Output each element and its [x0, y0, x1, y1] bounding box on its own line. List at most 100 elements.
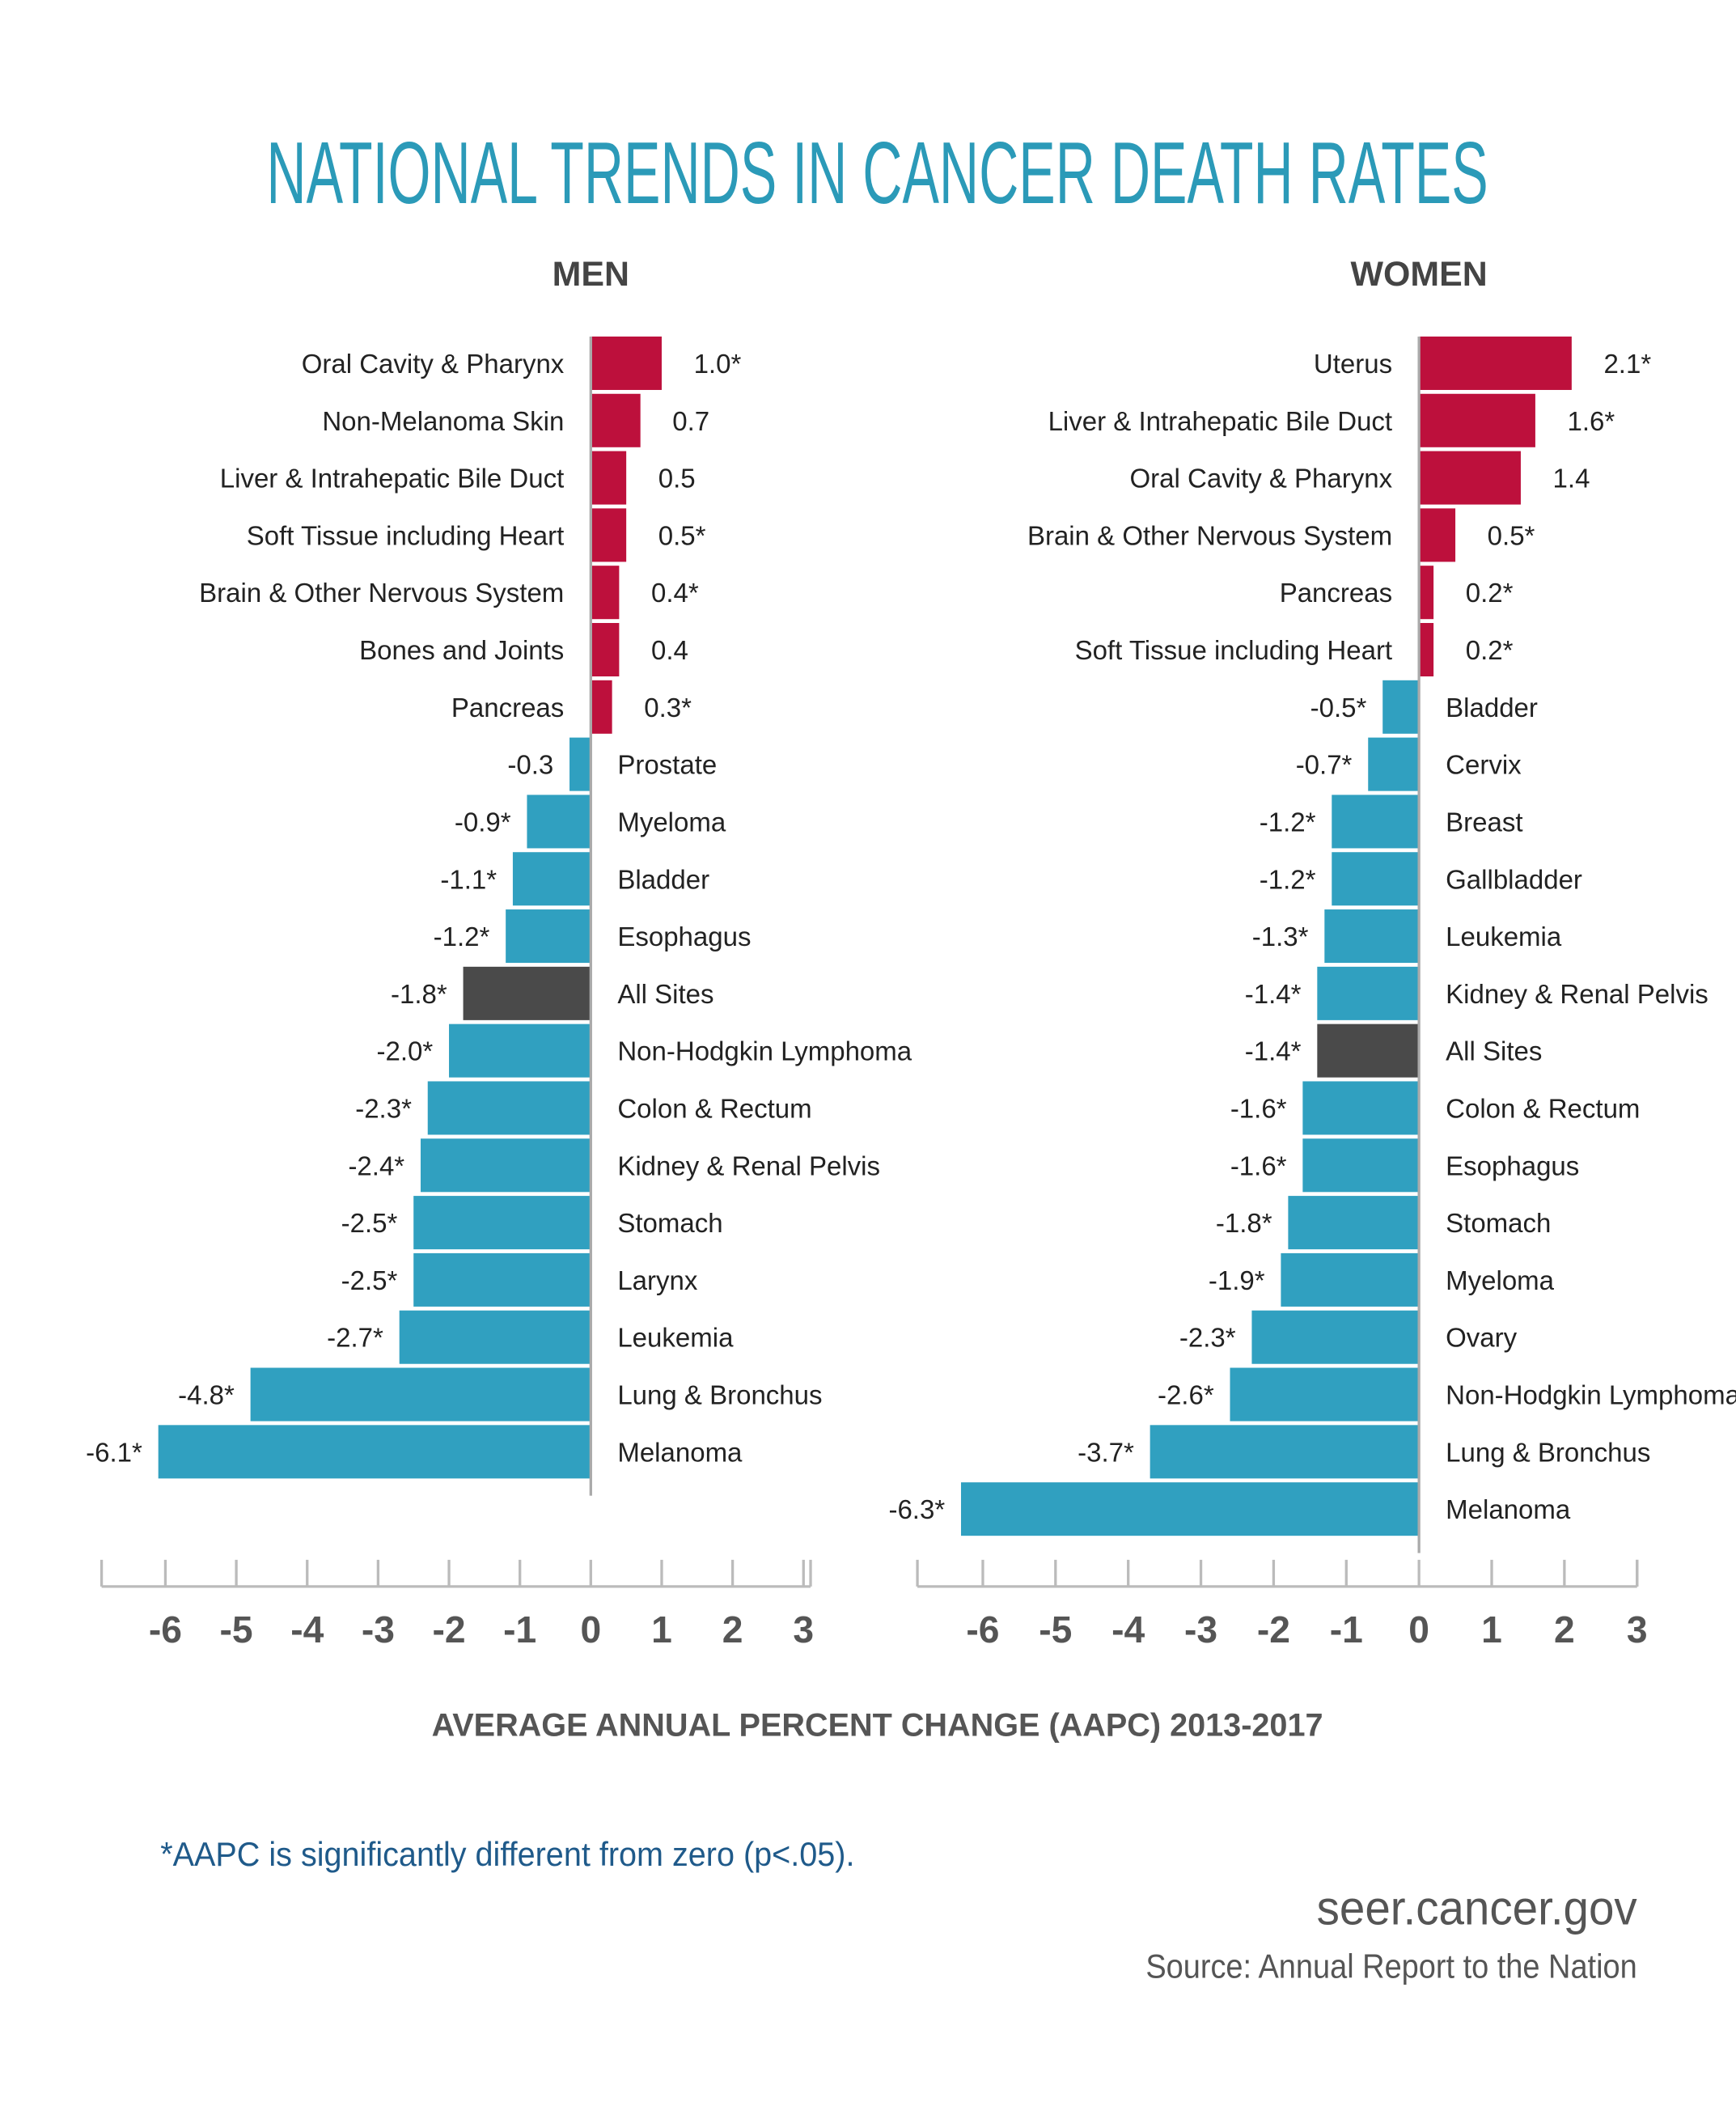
category-label: Colon & Rectum	[1446, 1093, 1640, 1123]
x-tick-label: -1	[503, 1608, 536, 1651]
bar	[413, 1196, 591, 1250]
value-label: -1.1*	[440, 864, 497, 894]
value-label: -6.1*	[86, 1437, 142, 1467]
value-label: 0.4	[651, 635, 688, 665]
bar	[250, 1367, 591, 1422]
category-label: Bladder	[617, 864, 709, 894]
x-tick-label: 1	[1481, 1608, 1502, 1651]
category-label: Myeloma	[1446, 1265, 1555, 1295]
category-label: Leukemia	[1446, 922, 1562, 951]
bar	[591, 451, 627, 505]
x-tick-label: 3	[1627, 1608, 1648, 1651]
bar	[1302, 1138, 1420, 1193]
x-tick-label: -3	[1184, 1608, 1217, 1651]
bar	[591, 336, 662, 390]
category-label: Leukemia	[617, 1323, 734, 1353]
bar	[512, 852, 591, 906]
value-label: -1.2*	[1260, 864, 1316, 894]
x-tick-label: 2	[722, 1608, 743, 1651]
x-tick-label: 0	[1408, 1608, 1429, 1651]
category-label: Gallbladder	[1446, 864, 1582, 894]
x-tick-label: -4	[290, 1608, 324, 1651]
category-label: Kidney & Renal Pelvis	[617, 1151, 880, 1180]
x-tick-label: -5	[220, 1608, 253, 1651]
main-title: NATIONAL TRENDS IN CANCER DEATH RATES	[266, 124, 1488, 222]
x-tick-label: -2	[432, 1608, 465, 1651]
panel-title: MEN	[553, 255, 629, 294]
value-label: -6.3*	[888, 1494, 945, 1524]
x-tick-label: 1	[651, 1608, 672, 1651]
bar	[1368, 737, 1420, 791]
category-label: Melanoma	[1446, 1494, 1571, 1524]
bar	[399, 1310, 591, 1364]
bar	[591, 508, 627, 562]
bar	[591, 622, 620, 677]
value-label: 0.2*	[1466, 635, 1514, 665]
value-label: 0.5	[658, 464, 696, 494]
value-label: 0.7	[672, 406, 709, 436]
bar	[1317, 1023, 1420, 1078]
category-label: Soft Tissue including Heart	[247, 520, 565, 550]
category-label: Myeloma	[617, 807, 726, 837]
category-label: Non-Hodgkin Lymphoma	[617, 1036, 912, 1066]
category-label: All Sites	[1446, 1036, 1542, 1066]
category-label: Lung & Bronchus	[1446, 1437, 1650, 1467]
bar	[413, 1252, 591, 1307]
bar	[449, 1023, 591, 1078]
bar	[427, 1081, 591, 1135]
bar	[1251, 1310, 1420, 1364]
value-label: -1.8*	[1216, 1208, 1272, 1238]
value-label: 0.4*	[651, 578, 699, 608]
category-label: Brain & Other Nervous System	[199, 578, 564, 608]
category-label: Bones and Joints	[359, 635, 564, 665]
category-label: Liver & Intrahepatic Bile Duct	[1048, 406, 1393, 436]
value-label: -2.4*	[348, 1151, 404, 1180]
x-tick-label: -3	[362, 1608, 395, 1651]
bar	[1332, 852, 1420, 906]
bar	[591, 566, 620, 620]
category-label: Oral Cavity & Pharynx	[1130, 464, 1393, 494]
category-label: Esophagus	[1446, 1151, 1579, 1180]
category-label: Stomach	[1446, 1208, 1551, 1238]
category-label: Lung & Bronchus	[617, 1380, 822, 1410]
category-label: Brain & Other Nervous System	[1027, 520, 1392, 550]
value-label: -1.6*	[1230, 1093, 1287, 1123]
value-label: -1.2*	[434, 922, 490, 951]
value-label: -0.7*	[1296, 750, 1353, 780]
category-label: Melanoma	[617, 1437, 743, 1467]
category-label: Cervix	[1446, 750, 1522, 780]
value-label: -2.3*	[1179, 1323, 1236, 1353]
panel-title: WOMEN	[1351, 255, 1488, 294]
bar	[1230, 1367, 1420, 1422]
value-label: -2.7*	[327, 1323, 383, 1353]
bar	[158, 1425, 591, 1479]
value-label: -0.9*	[455, 807, 511, 837]
x-tick-label: -5	[1039, 1608, 1072, 1651]
bar	[1419, 508, 1456, 562]
bar	[1288, 1196, 1420, 1250]
value-label: -0.3	[507, 750, 553, 780]
bar	[1419, 393, 1535, 447]
value-label: 0.3*	[644, 693, 692, 723]
value-label: -1.8*	[391, 979, 447, 1009]
value-label: -1.9*	[1209, 1265, 1265, 1295]
bar	[569, 737, 591, 791]
bar	[1281, 1252, 1420, 1307]
category-label: Bladder	[1446, 693, 1538, 723]
value-label: 1.4	[1553, 464, 1590, 494]
value-label: -2.3*	[355, 1093, 412, 1123]
x-tick-label: -1	[1330, 1608, 1363, 1651]
value-label: 1.6*	[1568, 406, 1615, 436]
x-tick-label: -2	[1257, 1608, 1290, 1651]
category-label: Kidney & Renal Pelvis	[1446, 979, 1708, 1009]
bar	[1382, 680, 1420, 734]
value-label: 0.2*	[1466, 578, 1514, 608]
category-label: Uterus	[1314, 349, 1392, 379]
bar	[420, 1138, 591, 1193]
bar	[1419, 622, 1434, 677]
x-tick-label: 2	[1554, 1608, 1575, 1651]
value-label: -2.5*	[341, 1208, 398, 1238]
category-label: Non-Melanoma Skin	[322, 406, 564, 436]
category-label: Breast	[1446, 807, 1522, 837]
x-axis-label: AVERAGE ANNUAL PERCENT CHANGE (AAPC) 201…	[432, 1708, 1323, 1744]
